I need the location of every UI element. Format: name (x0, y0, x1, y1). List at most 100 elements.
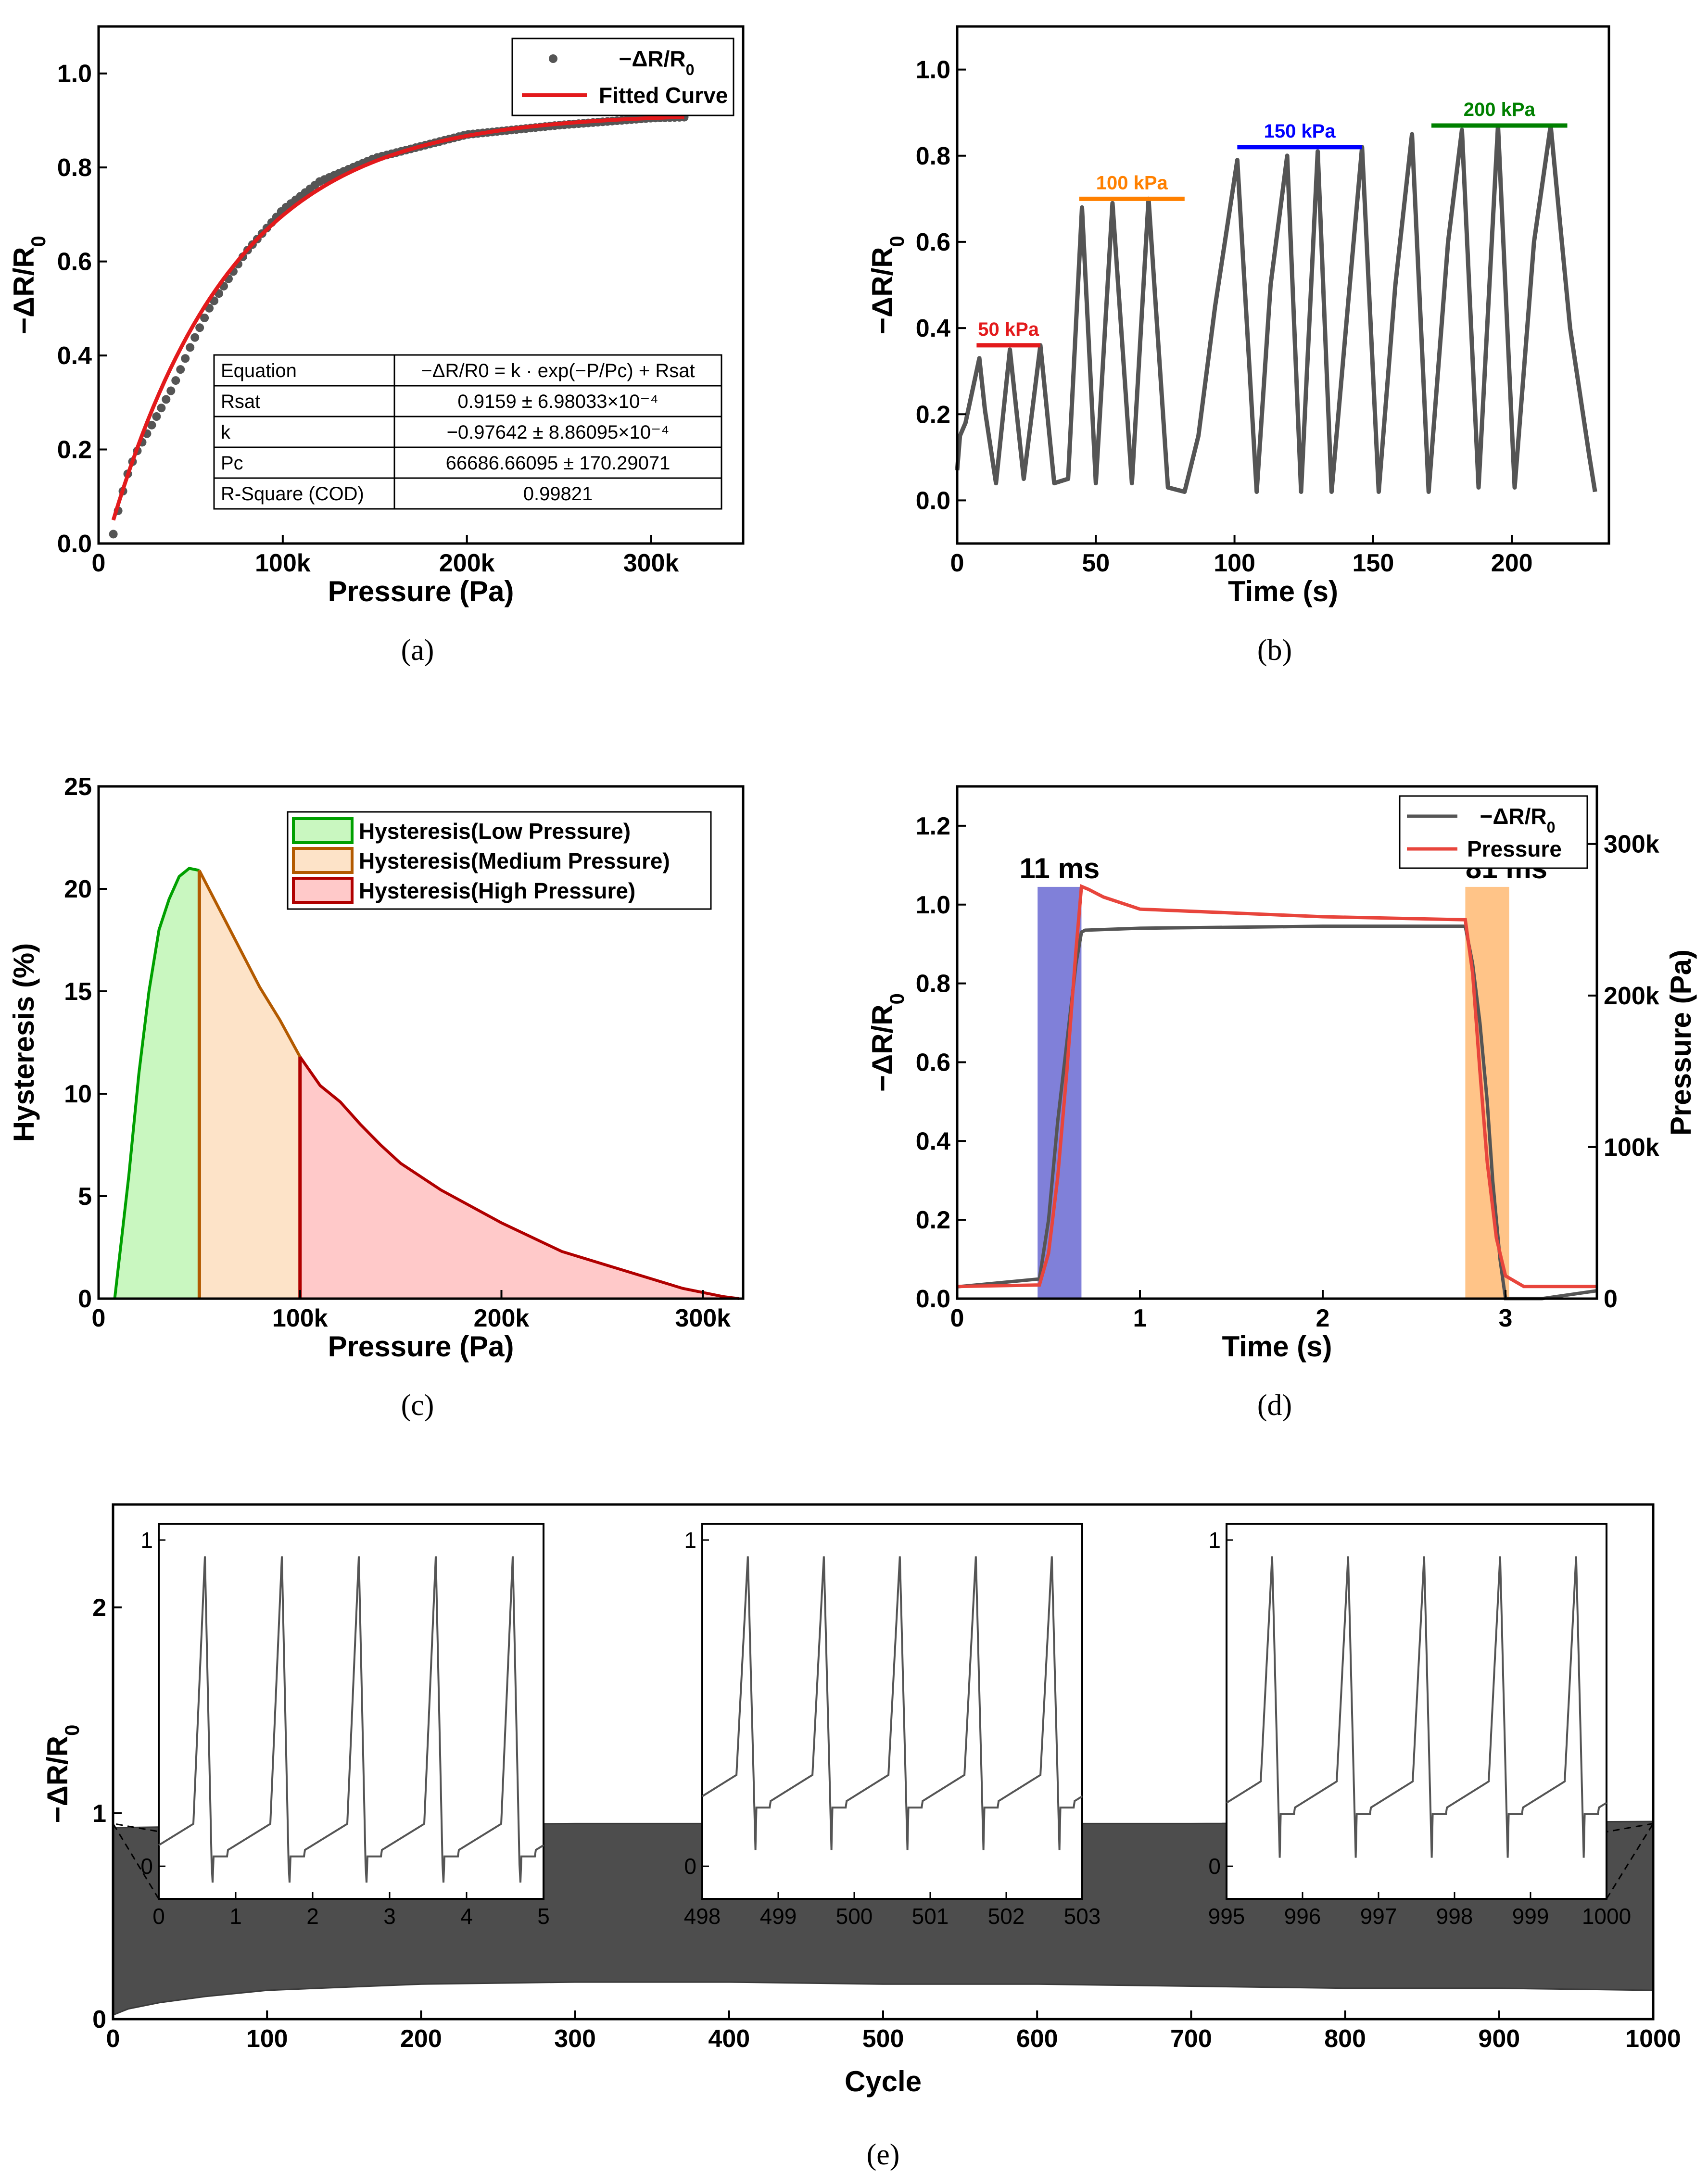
e-ytick-label: 2 (92, 1594, 106, 1622)
e-ytick-label: 0 (92, 2006, 106, 2034)
b-ytick-label: 0.8 (916, 142, 950, 170)
a-table-value: −ΔR/R0 = k · exp(−P/Pc) + Rsat (421, 360, 695, 381)
a-y-axis-label-sub: 0 (27, 236, 50, 247)
c-plot-frame (97, 785, 745, 1300)
e-inset-xtick-label: 2 (306, 1904, 319, 1929)
a-data-point (200, 313, 209, 322)
a-table-cell (393, 477, 722, 510)
d-y-axis-label: −ΔR/R0 (866, 993, 908, 1092)
panel-c: 0 100k 200k 300k 0 5 10 15 20 25 Pressure (Pa) Hyst… (8, 773, 745, 1363)
d-ytick-label: 1.0 (916, 891, 950, 919)
c-x-axis-label: Pressure (Pa) (328, 1330, 514, 1363)
c-ytick-label: 25 (64, 773, 92, 801)
a-data-point (171, 376, 180, 385)
a-table-key: R-Square (COD) (221, 483, 364, 505)
b-xtick-label: 100 (1214, 549, 1255, 577)
e-inset-xtick-label: 3 (383, 1904, 396, 1929)
e-inset-xtick-label: 1 (229, 1904, 242, 1929)
b-pressure-label: 100 kPa (1096, 172, 1168, 193)
a-ytick-label: 0.4 (57, 342, 92, 370)
d-xtick-label: 2 (1316, 1304, 1330, 1332)
c-ytick-label: 10 (64, 1080, 92, 1108)
a-ytick-label: 0.2 (57, 436, 92, 464)
a-table-cell (213, 477, 395, 510)
d-x-axis-label: Time (s) (1222, 1330, 1332, 1363)
d-y2tick-label: 200k (1604, 982, 1659, 1010)
d-plot-frame (956, 785, 1598, 1300)
a-data-point (109, 530, 118, 539)
d-y2tick-label: 0 (1604, 1285, 1618, 1313)
a-y-axis-label: −ΔR/R0 (8, 236, 50, 334)
e-inset-xtick-label: 999 (1512, 1904, 1549, 1929)
a-data-point (157, 404, 166, 413)
e-inset-xtick-label: 1000 (1582, 1904, 1631, 1929)
a-table-key: k (221, 422, 231, 443)
panel-a: 0 100k 200k 300k 0.0 0.2 0.4 0.6 0.8 1.0 Pressure … (8, 25, 745, 607)
a-table-value: 0.9159 ± 6.98033×10⁻⁴ (457, 391, 658, 412)
b-ytick-label: 0.0 (916, 487, 950, 515)
a-data-point (186, 343, 195, 352)
d-ytick-label: 0.2 (916, 1206, 950, 1234)
e-xtick-label: 0 (106, 2025, 120, 2053)
e-inset-ytick-label: 0 (1208, 1854, 1221, 1879)
e-inset-xtick-label: 998 (1436, 1904, 1473, 1929)
c-region-curve (113, 867, 200, 1299)
a-data-point (166, 386, 176, 395)
a-data-point (195, 323, 204, 332)
e-y-axis-label-main: −ΔR/R (41, 1736, 74, 1823)
e-inset-xtick-label: 500 (836, 1904, 873, 1929)
c-region-curve (198, 870, 302, 1058)
caption-d: (d) (1257, 1389, 1292, 1422)
b-ytick-label: 0.2 (916, 401, 950, 429)
e-inset-xtick-label: 997 (1360, 1904, 1397, 1929)
c-ytick-label: 5 (78, 1183, 92, 1211)
a-plot-frame (97, 25, 745, 545)
caption-c: (c) (401, 1389, 434, 1422)
c-xtick-label: 300k (675, 1304, 731, 1332)
c-ytick-label: 20 (64, 875, 92, 903)
e-xtick-label: 300 (554, 2025, 596, 2053)
d-y-axis-label-main: −ΔR/R (866, 1004, 898, 1092)
a-xtick-label: 0 (92, 549, 106, 577)
a-legend-label-data-sub: 0 (686, 61, 695, 78)
a-xtick-label: 200k (439, 549, 495, 577)
d-ytick-label: 0.6 (916, 1049, 950, 1076)
e-inset-xtick-label: 5 (537, 1904, 550, 1929)
e-x-axis-label: Cycle (845, 2065, 922, 2098)
panel-e: 0 100 200 300 400 500 600 700 800 900 1000012Cycle… (41, 1503, 1681, 2098)
e-inset-xtick-label: 498 (684, 1904, 721, 1929)
c-region-curve (299, 1056, 739, 1300)
panel-d: 11 ms81 ms01230.00.20.40.60.81.01.20100k… (866, 785, 1697, 1363)
d-y2tick-label: 300k (1604, 831, 1659, 859)
e-inset-ytick-label: 0 (684, 1854, 696, 1879)
e-inset-xtick-label: 503 (1064, 1904, 1101, 1929)
c-region-fill (300, 1057, 739, 1299)
b-response-line (955, 123, 1597, 494)
d-y2tick-label: 100k (1604, 1134, 1659, 1162)
d-legend-box (1399, 795, 1588, 869)
c-region-fill (199, 870, 300, 1299)
c-legend-swatch (292, 817, 354, 844)
c-y-axis-label: Hysteresis (%) (8, 943, 40, 1142)
e-inset-xtick-label: 4 (460, 1904, 473, 1929)
c-legend-label: Hysteresis(Low Pressure) (359, 819, 631, 844)
e-zoom-connector (112, 1823, 160, 1899)
caption-e: (e) (867, 2138, 900, 2171)
c-legend-label: Hysteresis(Medium Pressure) (359, 848, 670, 873)
a-data-point (181, 354, 190, 363)
b-y-axis-label-sub: 0 (886, 236, 908, 247)
a-legend-label-data-main: −ΔR/R (619, 46, 685, 71)
b-ytick-label: 0.6 (916, 228, 950, 256)
a-legend-label-data: −ΔR/R0 (619, 46, 694, 78)
b-pressure-label: 200 kPa (1464, 99, 1536, 120)
e-y-axis-label-sub: 0 (61, 1725, 83, 1736)
e-inset-waveform (701, 1556, 1083, 1850)
b-xtick-label: 0 (950, 549, 964, 577)
caption-b: (b) (1257, 634, 1292, 667)
d-ytick-label: 0.8 (916, 970, 950, 998)
e-xtick-label: 700 (1170, 2025, 1212, 2053)
e-inset-ytick-label: 0 (140, 1854, 153, 1879)
e-inset-ytick-label: 1 (1208, 1528, 1221, 1553)
e-inset-frame (158, 1523, 544, 1900)
